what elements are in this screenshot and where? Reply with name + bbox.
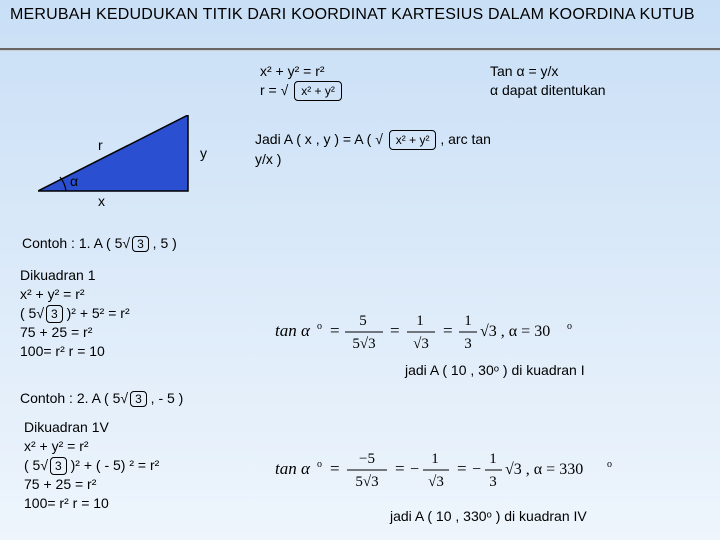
svg-text:=: =: [395, 459, 405, 478]
svg-text:−5: −5: [359, 451, 375, 467]
example-2-answer: jadi A ( 10 , 330ᵒ ) di kuadran IV: [390, 508, 587, 524]
svg-text:o: o: [317, 321, 322, 332]
svg-text:1: 1: [464, 313, 472, 329]
svg-text:o: o: [317, 459, 322, 470]
formula-pythagoras: x² + y² = r² r = √ x² + y²: [260, 62, 342, 101]
triangle-label-y: y: [200, 145, 207, 161]
formula-tan-line-1: Tan α = y/x: [490, 62, 606, 81]
title-underline: [0, 48, 720, 50]
triangle-svg: [38, 115, 218, 200]
triangle-label-alpha: α: [70, 173, 78, 189]
formula-line-1: x² + y² = r²: [260, 62, 342, 81]
svg-text:5: 5: [359, 313, 367, 329]
example-1-answer: jadi A ( 10 , 30ᵒ ) di kuadran I: [405, 362, 585, 378]
svg-text:=: =: [330, 459, 340, 478]
example-1-heading: Contoh : 1. A ( 5√3 , 5 ): [22, 235, 177, 252]
svg-text:√3 , α = 30: √3 , α = 30: [480, 323, 550, 340]
page-title: MERUBAH KEDUDUKAN TITIK DARI KOORDINAT K…: [0, 0, 720, 26]
tan-equation-1: tan α o = 5 5√3 = 1 √3 = 1 3 √3 , α = 30…: [275, 310, 695, 354]
svg-text:=: =: [457, 459, 467, 478]
svg-text:o: o: [607, 459, 612, 470]
tan-equation-2: tan α o = −5 5√3 = − 1 √3 = − 1 3 √3 , α…: [275, 448, 715, 492]
svg-text:3: 3: [464, 336, 472, 352]
triangle-diagram: r y α x: [38, 115, 218, 200]
example-2-heading: Contoh : 2. A ( 5√3 , - 5 ): [20, 390, 183, 407]
svg-text:1: 1: [416, 313, 424, 329]
example-1-work: Dikuadran 1 x² + y² = r² ( 5√3 )² + 5² =…: [20, 266, 130, 361]
svg-text:√3: √3: [413, 336, 429, 352]
formula-tan: Tan α = y/x α dapat ditentukan: [490, 62, 606, 100]
formula-result-a: Jadi A ( x , y ) = A ( √ x² + y² , arc t…: [255, 130, 555, 169]
svg-text:−: −: [410, 461, 419, 478]
svg-text:5√3: 5√3: [355, 474, 378, 490]
svg-text:tan α: tan α: [275, 321, 311, 340]
formula-line-2: r = √ x² + y²: [260, 81, 342, 101]
svg-text:=: =: [330, 321, 340, 340]
svg-text:3: 3: [489, 474, 497, 490]
svg-text:tan α: tan α: [275, 459, 311, 478]
svg-text:=: =: [443, 321, 453, 340]
svg-text:√3: √3: [428, 474, 444, 490]
triangle-label-r: r: [98, 137, 103, 153]
svg-text:1: 1: [489, 451, 497, 467]
svg-text:√3 , α = 330: √3 , α = 330: [505, 461, 583, 478]
svg-text:5√3: 5√3: [352, 336, 375, 352]
svg-text:−: −: [472, 461, 481, 478]
svg-text:1: 1: [431, 451, 439, 467]
example-2-work: Dikuadran 1V x² + y² = r² ( 5√3 )² + ( -…: [24, 418, 159, 513]
svg-text:o: o: [567, 321, 572, 332]
triangle-label-x: x: [98, 193, 105, 209]
formula-tan-line-2: α dapat ditentukan: [490, 81, 606, 100]
svg-text:=: =: [390, 321, 400, 340]
